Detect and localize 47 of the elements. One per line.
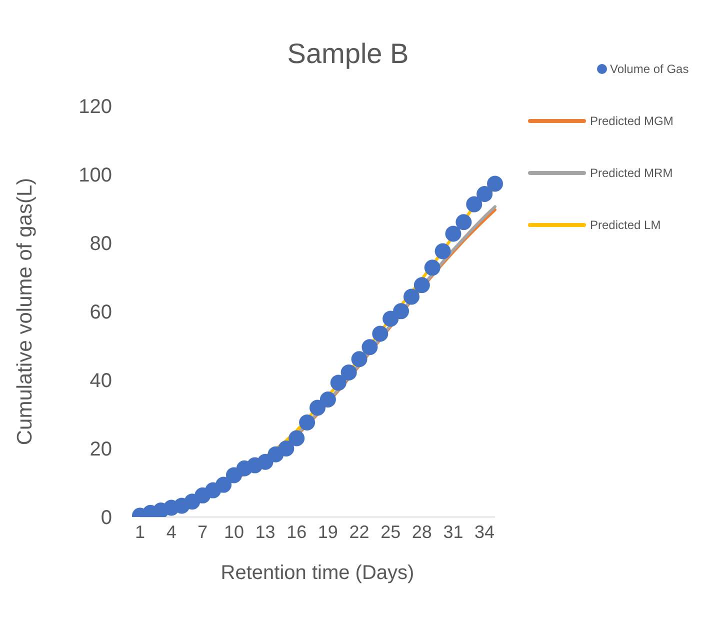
x-tick-label: 4 bbox=[166, 522, 176, 542]
x-tick-label: 7 bbox=[198, 522, 208, 542]
y-tick-label: 80 bbox=[90, 233, 112, 256]
point bbox=[476, 186, 493, 202]
y-tick-label: 120 bbox=[78, 96, 112, 118]
x-tick-label: 31 bbox=[443, 522, 464, 542]
point bbox=[456, 214, 472, 230]
point bbox=[403, 288, 420, 305]
point bbox=[320, 392, 336, 408]
point bbox=[278, 440, 294, 456]
point bbox=[445, 226, 462, 242]
point bbox=[330, 374, 346, 391]
x-axis-title: Retention time (Days) bbox=[220, 562, 414, 584]
point bbox=[414, 277, 430, 294]
point bbox=[487, 176, 503, 192]
legend-label: Predicted LM bbox=[590, 218, 661, 232]
point bbox=[424, 260, 440, 276]
x-tick-label: 22 bbox=[349, 522, 370, 542]
y-tick-label: 60 bbox=[90, 302, 112, 324]
point bbox=[340, 364, 357, 380]
chart-title: Sample B bbox=[286, 38, 410, 70]
legend-label: Predicted MGM bbox=[590, 114, 674, 128]
x-tick-label: 25 bbox=[380, 522, 401, 542]
point bbox=[393, 303, 410, 320]
x-tick-label: 10 bbox=[224, 522, 244, 542]
y-tick-label: 20 bbox=[90, 438, 112, 461]
point bbox=[466, 196, 482, 212]
y-tick-label: 100 bbox=[78, 164, 112, 187]
legend-label: Volume of Gas bbox=[610, 62, 689, 76]
point bbox=[351, 351, 368, 368]
x-tick-label: 28 bbox=[412, 522, 432, 542]
y-tick-label: 0 bbox=[100, 507, 112, 530]
y-axis-title: Cumulative volume of gas(L) bbox=[13, 178, 36, 446]
point bbox=[288, 430, 305, 446]
x-tick-label: 13 bbox=[255, 522, 276, 542]
x-tick-label: 1 bbox=[134, 522, 146, 542]
legend-label: Predicted MRM bbox=[590, 166, 673, 180]
x-tick-label: 16 bbox=[286, 522, 307, 542]
point bbox=[299, 414, 316, 430]
point bbox=[372, 326, 388, 342]
point bbox=[216, 476, 232, 493]
point bbox=[434, 243, 451, 260]
x-tick-label: 19 bbox=[318, 522, 338, 542]
x-tick-label: 34 bbox=[474, 522, 495, 542]
y-tick-label: 40 bbox=[90, 370, 112, 392]
point bbox=[310, 400, 326, 416]
point bbox=[362, 339, 378, 356]
